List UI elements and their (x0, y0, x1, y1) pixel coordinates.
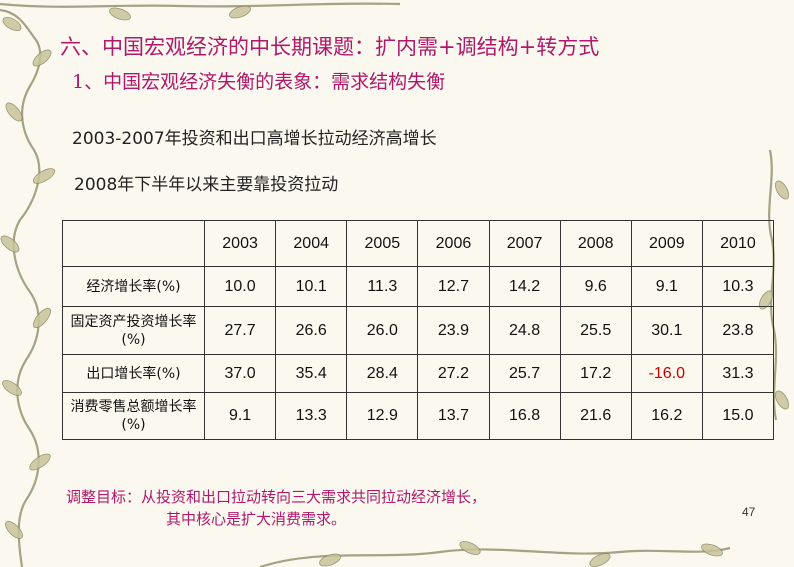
table-cell: 25.7 (488, 354, 561, 393)
table-cell: 31.3 (701, 354, 775, 393)
table-cell: 12.9 (346, 392, 419, 440)
row-label: 消费零售总额增长率(%) (62, 392, 205, 440)
page-number: 47 (742, 505, 756, 519)
header-cell: 2006 (417, 220, 490, 267)
table-row: 经济增长率(%) 10.0 10.1 11.3 12.7 14.2 9.6 9.… (62, 266, 775, 307)
header-cell: 2007 (488, 220, 561, 267)
header-cell: 2005 (346, 220, 419, 267)
table-cell: 10.0 (203, 266, 277, 307)
row-label: 固定资产投资增长率(%) (62, 306, 205, 355)
table-cell: 15.0 (701, 392, 775, 440)
table-cell: 10.3 (701, 266, 775, 307)
table-header-row: 2003 2004 2005 2006 2007 2008 2009 2010 (62, 220, 775, 267)
table-cell: 26.6 (275, 306, 348, 355)
note-line-1: 调整目标：从投资和出口拉动转向三大需求共同拉动经济增长， (66, 488, 487, 506)
table-cell: 9.1 (630, 266, 703, 307)
growth-table: 2003 2004 2005 2006 2007 2008 2009 2010 … (62, 220, 775, 440)
table-cell: 16.8 (488, 392, 561, 440)
table-cell: 27.2 (417, 354, 490, 393)
header-cell: 2008 (559, 220, 632, 267)
table-cell: 9.6 (559, 266, 632, 307)
table-row: 消费零售总额增长率(%) 9.1 13.3 12.9 13.7 16.8 21.… (62, 392, 775, 440)
table-row: 固定资产投资增长率(%) 27.7 26.6 26.0 23.9 24.8 25… (62, 306, 775, 355)
header-cell (62, 220, 205, 267)
table-cell: 23.8 (701, 306, 775, 355)
table-cell: 35.4 (275, 354, 348, 393)
table-cell: 27.7 (203, 306, 277, 355)
table-row: 出口增长率(%) 37.0 35.4 28.4 27.2 25.7 17.2 -… (62, 354, 775, 393)
header-cell: 2010 (701, 220, 775, 267)
table-cell: 25.5 (559, 306, 632, 355)
table-cell: 23.9 (417, 306, 490, 355)
page-subtitle: 1、中国宏观经济失衡的表象：需求结构失衡 (72, 71, 446, 93)
table-cell: 9.1 (203, 392, 277, 440)
text-line-1: 2003-2007年投资和出口高增长拉动经济高增长 (72, 129, 437, 149)
page-title: 六、中国宏观经济的中长期课题：扩内需+调结构+转方式 (60, 35, 600, 59)
table-cell: 16.2 (630, 392, 703, 440)
note-line-2: 其中核心是扩大消费需求。 (166, 510, 347, 528)
row-label: 经济增长率(%) (62, 266, 205, 307)
table-cell: 37.0 (203, 354, 277, 393)
table-cell-negative: -16.0 (630, 354, 703, 393)
table-cell: 24.8 (488, 306, 561, 355)
row-label: 出口增长率(%) (62, 354, 205, 393)
adjustment-note: 调整目标：从投资和出口拉动转向三大需求共同拉动经济增长， 其中核心是扩大消费需求… (66, 486, 486, 530)
table-cell: 28.4 (346, 354, 419, 393)
text-line-2: 2008年下半年以来主要靠投资拉动 (74, 175, 339, 195)
table-cell: 13.7 (417, 392, 490, 440)
table-cell: 13.3 (275, 392, 348, 440)
table-cell: 17.2 (559, 354, 632, 393)
table-cell: 26.0 (346, 306, 419, 355)
header-cell: 2003 (203, 220, 277, 267)
table-cell: 21.6 (559, 392, 632, 440)
table-cell: 14.2 (488, 266, 561, 307)
table-cell: 30.1 (630, 306, 703, 355)
table-cell: 12.7 (417, 266, 490, 307)
header-cell: 2004 (275, 220, 348, 267)
table-cell: 10.1 (275, 266, 348, 307)
header-cell: 2009 (630, 220, 703, 267)
table-cell: 11.3 (346, 266, 419, 307)
